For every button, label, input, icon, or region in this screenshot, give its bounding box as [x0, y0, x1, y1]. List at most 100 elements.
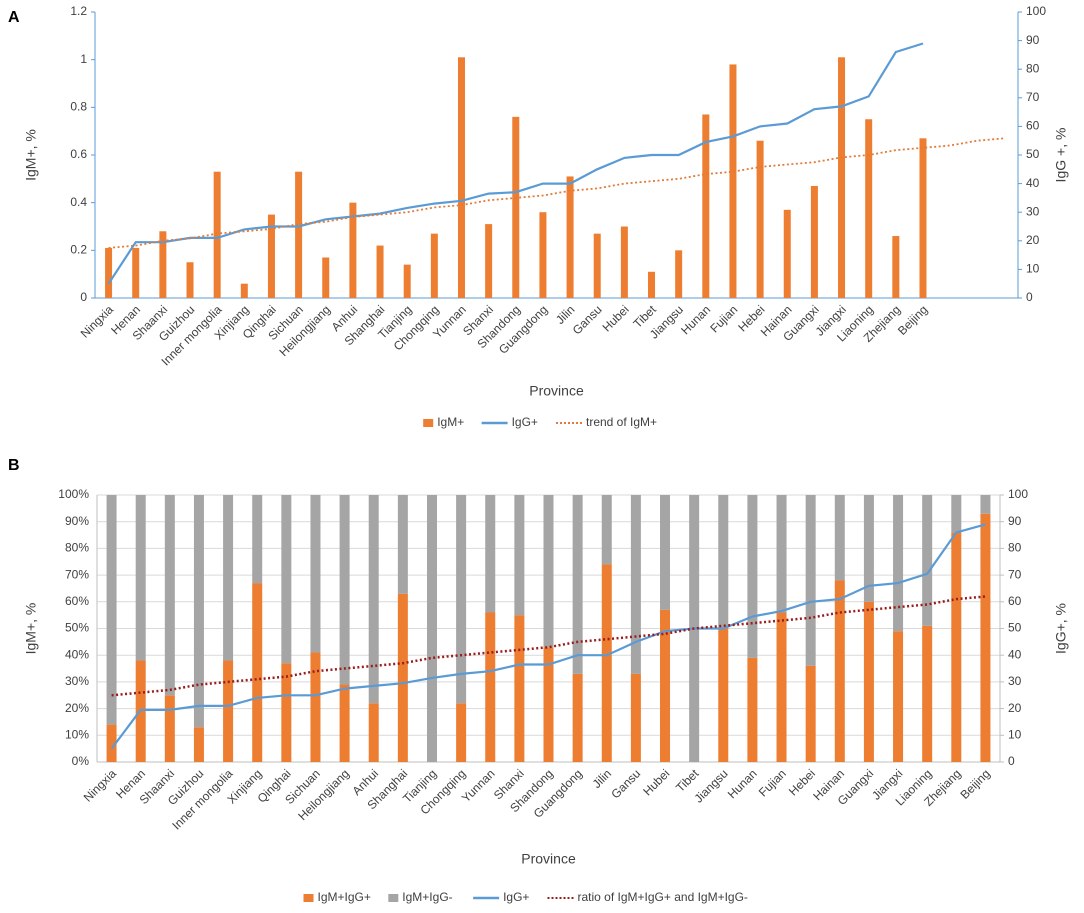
y-tick-label: 0.8 — [70, 100, 87, 114]
x-tick-label: Hubei — [640, 766, 672, 798]
bar — [543, 495, 554, 648]
bar — [368, 703, 379, 762]
legend-swatch — [388, 894, 399, 902]
x-tick-label: Hunan — [678, 302, 713, 337]
y-tick-label: 20% — [65, 701, 89, 715]
bar — [893, 495, 904, 632]
y2-tick-label: 0 — [1008, 754, 1015, 768]
legend-label: IgM+ — [437, 415, 464, 429]
y2-axis-title: IgG+, % — [1053, 603, 1069, 654]
y2-tick-label: 40 — [1008, 647, 1022, 661]
y-tick-label: 0.6 — [70, 147, 87, 161]
y2-tick-label: 60 — [1008, 594, 1022, 608]
y-tick-label: 1.2 — [70, 4, 87, 18]
bar — [922, 495, 933, 626]
y2-axis-title: IgG +, % — [1053, 128, 1069, 183]
y2-tick-label: 50 — [1026, 147, 1040, 161]
bar — [213, 171, 221, 298]
bar — [865, 119, 873, 298]
bar — [223, 495, 234, 661]
bar — [397, 495, 408, 594]
bar — [863, 495, 874, 602]
y-tick-label: 30% — [65, 674, 89, 688]
x-tick-label: Yunnan — [459, 766, 498, 805]
y-tick-label: 80% — [65, 541, 89, 555]
bar — [776, 612, 787, 762]
line — [110, 523, 986, 750]
bar — [572, 673, 583, 762]
bar — [620, 226, 628, 298]
bar — [980, 513, 991, 762]
y-axis-title: IgM+, % — [23, 603, 39, 655]
y-tick-label: 70% — [65, 567, 89, 581]
y-tick-label: 10% — [65, 727, 89, 741]
bar — [397, 593, 408, 762]
y2-tick-label: 100 — [1026, 4, 1046, 18]
x-tick-label: Fujian — [707, 302, 740, 335]
bar — [776, 495, 787, 613]
y2-tick-label: 0 — [1026, 290, 1033, 304]
bar — [106, 724, 117, 762]
bar — [892, 236, 900, 298]
x-axis-title: Province — [521, 851, 576, 867]
y2-tick-label: 30 — [1026, 204, 1040, 218]
legend-label: IgM+IgG+ — [318, 890, 371, 904]
bar — [267, 214, 275, 298]
y2-tick-label: 70 — [1026, 90, 1040, 104]
bar — [805, 665, 816, 762]
y-axis-title: IgM+, % — [23, 129, 39, 181]
x-tick-label: Gansu — [608, 766, 643, 801]
y2-tick-label: 80 — [1026, 61, 1040, 75]
bar — [919, 138, 927, 298]
y2-tick-label: 80 — [1008, 541, 1022, 555]
y-tick-label: 40% — [65, 647, 89, 661]
bar — [457, 57, 465, 299]
x-axis-title: Province — [529, 383, 584, 399]
legend-swatch — [303, 894, 314, 902]
bar — [805, 495, 816, 666]
bar — [193, 495, 204, 728]
y-tick-label: 0.2 — [70, 243, 87, 257]
bar — [718, 495, 729, 629]
bar — [747, 657, 758, 762]
bar — [660, 495, 671, 610]
x-tick-label: Fujian — [756, 766, 789, 799]
bar — [281, 495, 292, 664]
bar — [539, 212, 547, 298]
bar — [810, 185, 818, 298]
bar — [783, 209, 791, 298]
x-tick-label: Jilin — [590, 766, 615, 791]
bar — [310, 495, 321, 653]
bar — [980, 495, 991, 514]
y-tick-label: 0% — [72, 754, 90, 768]
x-tick-label: Ningxia — [81, 766, 119, 804]
bar — [566, 176, 574, 298]
legend-swatch — [423, 419, 434, 427]
bar — [164, 695, 175, 762]
bar — [572, 495, 583, 674]
bar — [252, 583, 263, 762]
bar — [702, 114, 710, 298]
bar — [132, 247, 140, 298]
y-tick-label: 0 — [80, 290, 87, 304]
legend-label: trend of IgM+ — [586, 415, 657, 429]
bar — [376, 245, 384, 298]
bar — [106, 495, 117, 725]
y2-tick-label: 50 — [1008, 621, 1022, 635]
bar — [456, 703, 467, 762]
bar — [485, 612, 496, 762]
panel-label: B — [8, 457, 20, 474]
bar — [240, 283, 248, 298]
legend-label: IgG+ — [512, 415, 538, 429]
y2-tick-label: 10 — [1008, 727, 1022, 741]
y2-tick-label: 100 — [1008, 487, 1028, 501]
bar — [164, 495, 175, 696]
bar — [601, 564, 612, 762]
bar — [838, 57, 846, 299]
bar — [630, 673, 641, 762]
bar — [514, 615, 525, 762]
x-tick-label: Hunan — [725, 766, 760, 801]
x-tick-label: Hubei — [600, 302, 632, 334]
y-tick-label: 50% — [65, 621, 89, 635]
